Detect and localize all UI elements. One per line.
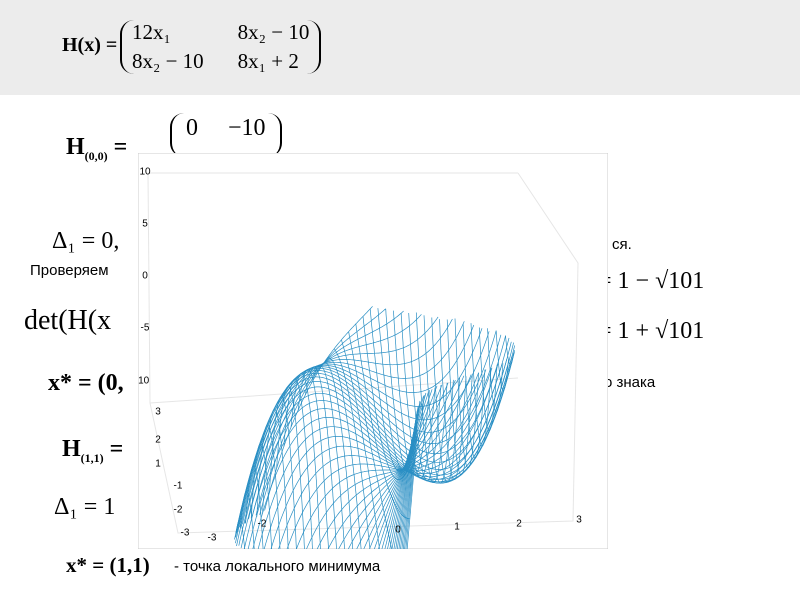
h11-lhs: H (62, 436, 81, 462)
xstar1-note: - точка локального минимума (174, 558, 381, 575)
z-tick-label: 5 (142, 219, 148, 230)
mesh-line (286, 363, 499, 549)
matrix-cell: 8x₂ − 10 (132, 49, 204, 73)
mesh-line (487, 328, 504, 413)
mesh-line (356, 382, 449, 549)
x-tick-label: 2 (516, 519, 522, 530)
delta-tail: ся. (612, 236, 632, 253)
matrix-cell: 8x₁ + 2 (237, 49, 299, 73)
root-1: = 1 − √101 (598, 268, 705, 294)
mesh-line (462, 323, 486, 459)
h00-matrix: 0 −10 (170, 113, 282, 157)
mesh-line (239, 324, 475, 528)
det-text: det(H(x (24, 305, 112, 336)
mesh-line (264, 306, 373, 511)
x-tick-label: -3 (208, 533, 217, 544)
mesh-line (251, 314, 422, 517)
h11-sub: (1,1) (80, 450, 104, 465)
y-tick-label: 2 (155, 435, 161, 446)
xstar0-tail: о знака (604, 374, 656, 391)
mesh-line (408, 312, 442, 482)
plot-frame (138, 153, 608, 549)
h00-eq: = (113, 134, 128, 160)
mesh-line (478, 327, 498, 431)
h11: H(1,1) = (62, 436, 123, 466)
mesh-line (338, 375, 465, 549)
xstar1: x* = (1,1) (66, 553, 150, 577)
delta-line: Δ₁ = 0, (52, 228, 120, 254)
xstar0: x* = (0, (48, 370, 124, 396)
z-tick-label: -5 (141, 323, 150, 334)
delta-one: Δ₁ = 1 (54, 494, 116, 520)
mesh-line (439, 319, 467, 480)
mesh-line (248, 316, 439, 520)
x-tick-label: 0 (395, 525, 401, 536)
mesh-line (454, 318, 479, 469)
surface-mesh (234, 306, 516, 549)
y-tick-label: 1 (155, 459, 161, 470)
mesh-line (296, 367, 493, 549)
mesh-line (495, 330, 509, 391)
y-tick-label: -2 (174, 505, 183, 516)
mesh-line (255, 310, 404, 516)
mesh-line (327, 374, 472, 549)
root-2: = 1 + √101 (598, 318, 705, 344)
mesh-line (505, 335, 514, 366)
mesh-line (378, 391, 429, 549)
mesh-line (402, 427, 417, 549)
x-tick-label: -2 (258, 519, 267, 530)
mesh-line (235, 331, 490, 535)
y-tick-label: -3 (181, 528, 190, 539)
y-tick-label: 3 (155, 407, 161, 418)
z-tick-label: -10 (138, 376, 150, 387)
matrix-cell: 0 (186, 115, 198, 141)
h00-sub: (0,0) (84, 148, 108, 163)
hessian-matrix: 12x₁ 8x₂ − 10 8x₂ − 10 8x₁ + 2 (120, 20, 322, 74)
z-tick-label: 0 (142, 271, 148, 282)
x-tick-label: 3 (576, 515, 582, 526)
mesh-line (235, 337, 510, 544)
z-tick-label: 10 (139, 167, 151, 178)
surface-plot: 10 5 0 -5 -10 3 2 1 -1 -2 -3 -3 -2 0 1 2 3 (138, 153, 608, 549)
matrix-cell: 12x₁ (132, 20, 171, 44)
check-text: Проверяем (30, 262, 109, 279)
mesh-line (236, 341, 512, 547)
x-tick-label: 1 (454, 522, 460, 533)
matrix-cell: −10 (228, 115, 266, 141)
mesh-line (400, 313, 436, 479)
mesh-line (240, 345, 516, 549)
header-band (0, 0, 800, 95)
mesh-line (270, 359, 508, 549)
h00-lhs: H (66, 134, 85, 160)
mesh-line (423, 315, 454, 484)
matrix-cell: 8x₂ − 10 (237, 20, 310, 44)
mesh-line (235, 335, 506, 538)
mesh-line (241, 321, 465, 525)
mesh-line (347, 379, 456, 549)
mesh-line (276, 386, 305, 549)
h11-eq: = (109, 436, 124, 462)
mesh-line (341, 339, 380, 549)
mesh-line (373, 389, 433, 549)
h00: H(0,0) = (66, 134, 127, 164)
mesh-line (470, 323, 492, 447)
mesh-line (446, 319, 473, 476)
mesh-line (236, 328, 483, 533)
y-tick-label: -1 (174, 481, 183, 492)
mesh-line (369, 308, 418, 472)
mesh-line (244, 318, 453, 524)
formula-lhs: H(x) = (62, 34, 118, 56)
